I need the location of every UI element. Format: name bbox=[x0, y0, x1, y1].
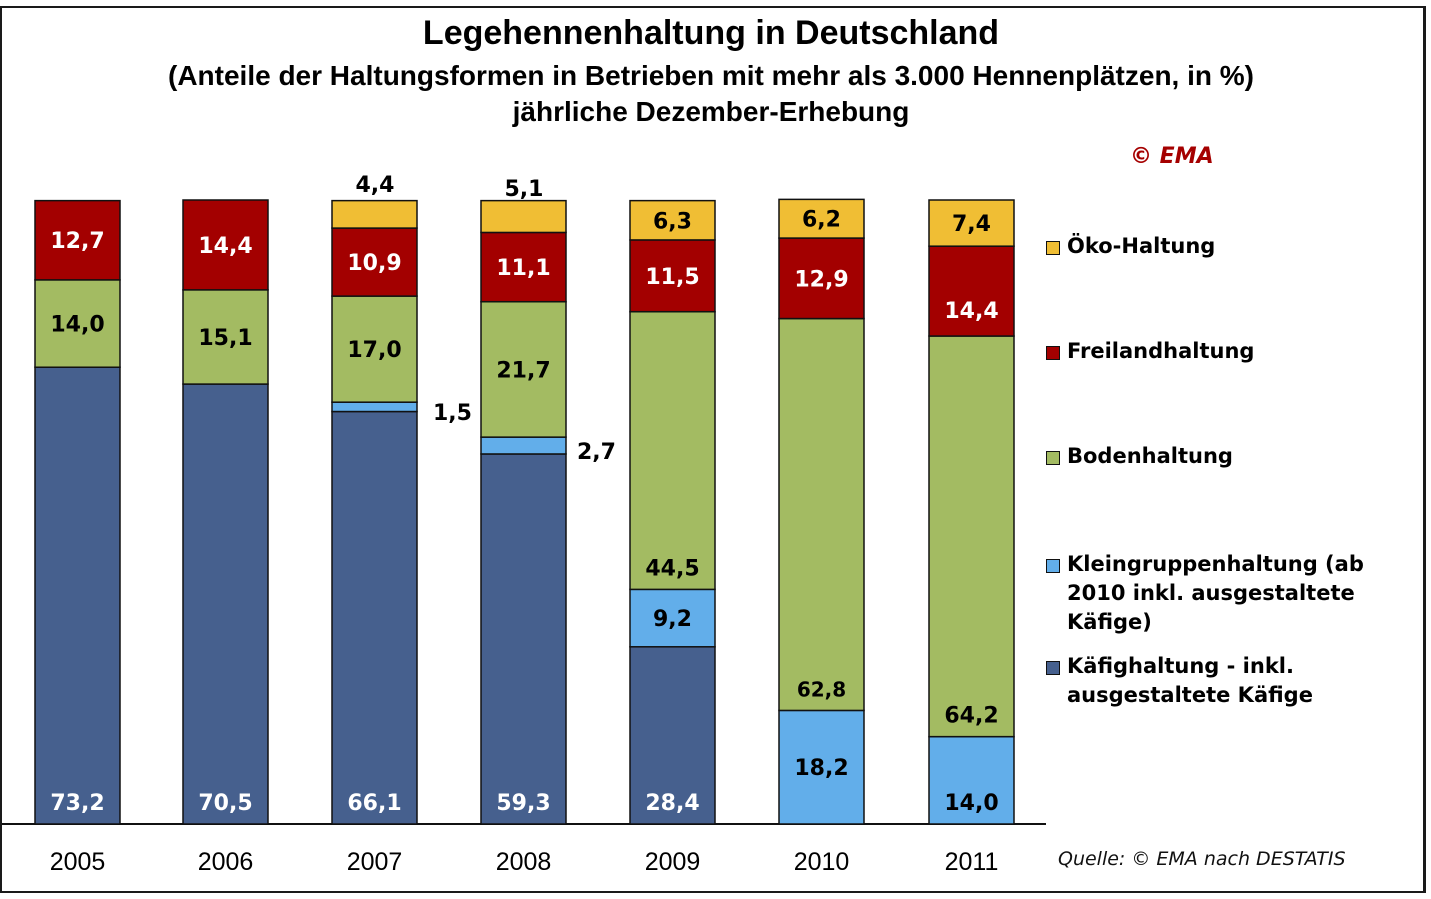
x-tick-label-2005: 2005 bbox=[50, 848, 106, 876]
data-label-kleingruppe-2007: 1,5 bbox=[433, 401, 472, 426]
data-label-freiland-2010: 12,9 bbox=[794, 267, 848, 292]
bar-segment-boden-2007 bbox=[331, 295, 418, 403]
data-label-oeko-2008: 5,1 bbox=[505, 177, 544, 202]
data-label-boden-2010: 62,8 bbox=[797, 677, 846, 701]
data-label-kaefig-2008: 59,3 bbox=[496, 791, 550, 816]
x-tick-label-2009: 2009 bbox=[645, 848, 701, 876]
data-label-kaefig-2005: 73,2 bbox=[50, 791, 104, 816]
bar-segment-freiland-2009 bbox=[629, 239, 716, 313]
legend-item-boden: Bodenhaltung bbox=[1046, 442, 1407, 471]
bar-segment-boden-2010 bbox=[778, 317, 865, 712]
x-tick-label-2010: 2010 bbox=[794, 848, 850, 876]
x-tick-label-2006: 2006 bbox=[198, 848, 254, 876]
data-label-freiland-2008: 11,1 bbox=[496, 256, 550, 281]
data-label-oeko-2011: 7,4 bbox=[952, 212, 991, 237]
legend-item-kaefig: Käfighaltung - inkl. ausgestaltete Käfig… bbox=[1046, 652, 1407, 710]
chart-title: Legehennenhaltung in Deutschland bbox=[422, 14, 1000, 52]
data-label-freiland-2011: 14,4 bbox=[944, 299, 998, 324]
bar-segment-kaefig-2007 bbox=[331, 410, 418, 825]
bar-segment-boden-2009 bbox=[629, 310, 716, 591]
data-label-freiland-2009: 11,5 bbox=[645, 265, 699, 290]
bar-2008 bbox=[480, 199, 567, 825]
legend-label-freiland: Freilandhaltung bbox=[1067, 339, 1255, 363]
legend-item-kleingruppe: Kleingruppenhaltung (ab 2010 inkl. ausge… bbox=[1046, 550, 1407, 637]
bar-segment-kaefig-2008 bbox=[480, 453, 567, 825]
legend-label-boden: Bodenhaltung bbox=[1067, 444, 1233, 468]
source-note: Quelle: © EMA nach DESTATIS bbox=[1058, 848, 1346, 870]
copyright-label: © EMA bbox=[1130, 144, 1214, 169]
bar-segment-boden-2011 bbox=[928, 335, 1015, 738]
bar-segment-kleingruppe-2007 bbox=[331, 401, 418, 413]
x-tick-label-2007: 2007 bbox=[347, 848, 403, 876]
data-label-boden-2007: 17,0 bbox=[347, 338, 401, 363]
bar-segment-kleingruppe-2009 bbox=[629, 588, 716, 648]
data-label-kleingruppe-2009: 9,2 bbox=[653, 607, 692, 632]
bar-segment-oeko-2009 bbox=[629, 199, 716, 241]
bar-segment-oeko-2011 bbox=[928, 199, 1015, 247]
bar-2011 bbox=[928, 199, 1015, 825]
data-label-kleingruppe-2011: 14,0 bbox=[944, 791, 998, 816]
data-label-boden-2006: 15,1 bbox=[198, 326, 252, 351]
bar-2009 bbox=[629, 199, 716, 825]
bar-segment-oeko-2010 bbox=[778, 198, 865, 239]
bar-segment-freiland-2007 bbox=[331, 227, 418, 297]
bar-2006 bbox=[182, 199, 269, 825]
data-label-kaefig-2007: 66,1 bbox=[347, 791, 401, 816]
legend-swatch-freiland bbox=[1046, 346, 1060, 360]
data-label-boden-2011: 64,2 bbox=[944, 704, 998, 729]
bar-segment-boden-2008 bbox=[480, 300, 567, 438]
legend-label-oeko: Öko-Haltung bbox=[1067, 234, 1216, 258]
bar-2007 bbox=[331, 199, 418, 825]
data-label-oeko-2010: 6,2 bbox=[802, 208, 841, 233]
bar-2010 bbox=[778, 198, 865, 825]
data-label-kleingruppe-2010: 18,2 bbox=[794, 756, 848, 781]
bar-2005 bbox=[34, 199, 121, 825]
data-label-kaefig-2009: 28,4 bbox=[645, 791, 699, 816]
legend-swatch-kleingruppe bbox=[1046, 559, 1060, 573]
bar-segment-freiland-2005 bbox=[34, 199, 121, 281]
x-tick-label-2008: 2008 bbox=[496, 848, 552, 876]
bar-segment-kleingruppe-2011 bbox=[928, 735, 1015, 825]
chart-subtitle: (Anteile der Haltungsformen in Betrieben… bbox=[168, 60, 1254, 91]
data-label-freiland-2007: 10,9 bbox=[347, 251, 401, 276]
bar-segment-oeko-2007 bbox=[331, 199, 418, 229]
bar-segment-kleingruppe-2010 bbox=[778, 709, 865, 825]
data-label-freiland-2005: 12,7 bbox=[50, 229, 104, 254]
data-label-boden-2009: 44,5 bbox=[645, 556, 699, 581]
bar-segment-boden-2005 bbox=[34, 279, 121, 368]
legend-label-kaefig: Käfighaltung - inkl. ausgestaltete Käfig… bbox=[1067, 654, 1313, 707]
legend-swatch-kaefig bbox=[1046, 661, 1060, 675]
data-label-kleingruppe-2008: 2,7 bbox=[577, 440, 616, 465]
legend-label-kleingruppe: Kleingruppenhaltung (ab 2010 inkl. ausge… bbox=[1067, 552, 1364, 634]
bar-segment-freiland-2008 bbox=[480, 231, 567, 303]
legend-item-freiland: Freilandhaltung bbox=[1046, 337, 1407, 366]
data-label-oeko-2009: 6,3 bbox=[653, 209, 692, 234]
data-label-kaefig-2006: 70,5 bbox=[198, 791, 252, 816]
bar-segment-kaefig-2009 bbox=[629, 646, 716, 825]
chart-subtitle-survey: jährliche Dezember-Erhebung bbox=[512, 96, 910, 127]
data-label-oeko-2007: 4,4 bbox=[356, 173, 395, 198]
bar-segment-kaefig-2005 bbox=[34, 366, 121, 825]
bar-segment-freiland-2006 bbox=[182, 199, 269, 291]
x-tick-label-2011: 2011 bbox=[945, 848, 999, 876]
data-label-boden-2005: 14,0 bbox=[50, 313, 104, 338]
data-label-freiland-2006: 14,4 bbox=[198, 234, 252, 259]
legend-item-oeko: Öko-Haltung bbox=[1046, 232, 1407, 261]
bar-segment-oeko-2008 bbox=[480, 199, 567, 234]
bar-segment-kaefig-2006 bbox=[182, 383, 269, 825]
bar-segment-kleingruppe-2008 bbox=[480, 436, 567, 455]
legend-swatch-boden bbox=[1046, 451, 1060, 465]
legend-swatch-oeko bbox=[1046, 241, 1060, 255]
bar-segment-freiland-2010 bbox=[778, 237, 865, 320]
data-label-boden-2008: 21,7 bbox=[496, 358, 550, 383]
